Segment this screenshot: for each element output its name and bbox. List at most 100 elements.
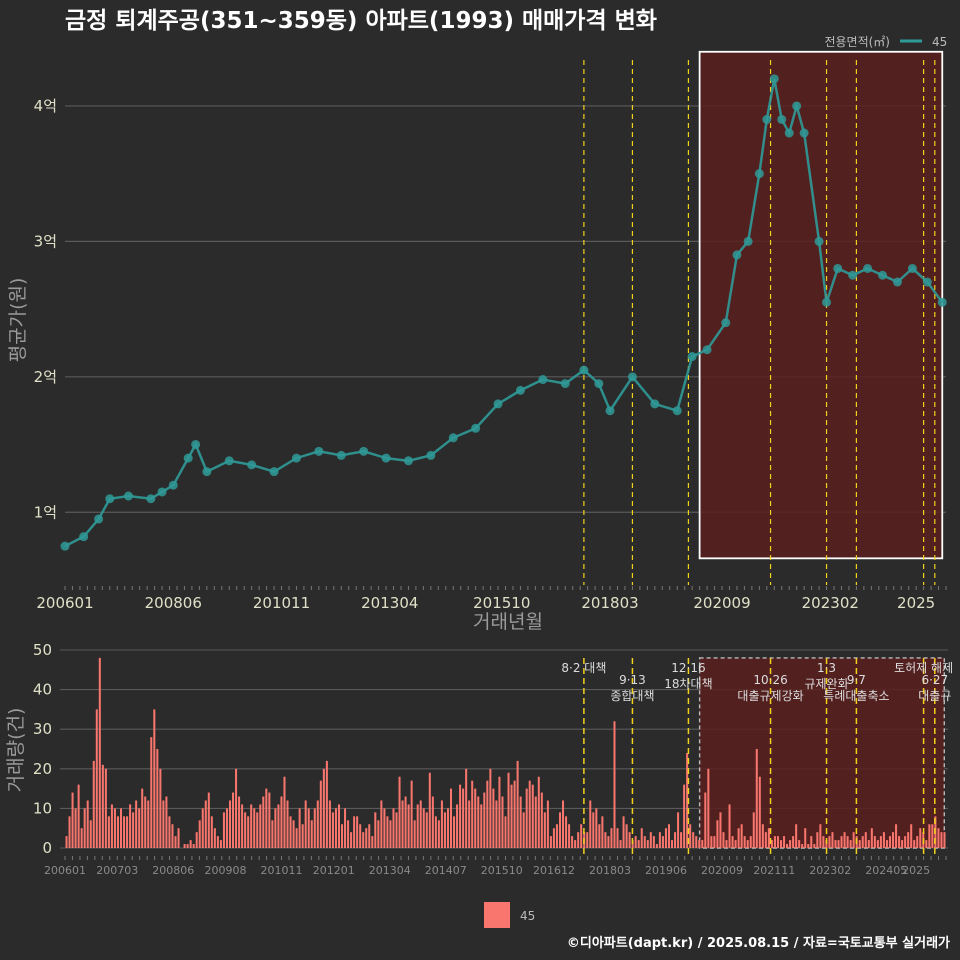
volume-bar: [147, 800, 150, 848]
volume-policy-annotation: 토허제 해제: [894, 661, 953, 675]
volume-bar: [274, 808, 277, 848]
volume-bar: [168, 816, 171, 848]
volume-bar: [525, 788, 528, 848]
price-x-tick: 2025: [897, 594, 935, 612]
volume-bar: [219, 840, 222, 848]
volume-bar: [304, 800, 307, 848]
volume-bar: [716, 820, 719, 848]
price-point: [754, 169, 764, 179]
volume-bar: [858, 840, 861, 848]
volume-bar: [313, 808, 316, 848]
volume-bar: [119, 808, 123, 848]
volume-policy-annotation: 규제완화: [804, 677, 848, 691]
volume-bar: [377, 820, 380, 848]
volume-bar: [837, 840, 840, 848]
volume-bar: [743, 836, 746, 848]
volume-bar: [410, 780, 413, 848]
volume-bar: [943, 832, 946, 848]
volume-bar: [483, 792, 486, 848]
volume-bar: [758, 776, 761, 848]
volume-bar: [259, 804, 262, 848]
price-point: [291, 453, 301, 463]
volume-bar: [940, 832, 943, 848]
volume-bar: [386, 816, 389, 848]
volume-bar: [371, 836, 374, 848]
volume-bar: [380, 800, 383, 848]
price-y-axis-title: 평균가(원): [7, 278, 29, 363]
price-point: [605, 406, 615, 416]
volume-bar: [522, 812, 525, 848]
price-point: [471, 423, 481, 433]
price-point: [336, 450, 346, 460]
volume-bar: [919, 828, 922, 848]
volume-bar: [749, 836, 752, 848]
volume-x-tick: 201011: [261, 864, 303, 877]
volume-bar: [646, 840, 649, 848]
volume-bar: [298, 808, 301, 848]
volume-bar: [486, 780, 489, 848]
volume-bar: [873, 836, 876, 848]
volume-y-tick: 40: [33, 681, 52, 699]
volume-bar: [519, 796, 522, 848]
volume-x-tick: 201906: [645, 864, 687, 877]
chart-title: 금정 퇴계주공(351~359동) 아파트(1993) 매매가격 변화: [65, 8, 657, 34]
price-x-tick: 200601: [36, 594, 93, 612]
volume-bar: [589, 800, 592, 848]
volume-bar: [198, 820, 201, 848]
volume-bar: [504, 816, 507, 848]
volume-policy-annotation: 9·7: [847, 673, 866, 687]
price-point: [426, 450, 436, 460]
volume-bar: [795, 824, 798, 848]
volume-bar: [89, 820, 92, 848]
volume-bar: [804, 828, 807, 848]
price-point: [123, 491, 133, 501]
volume-bar: [271, 820, 274, 848]
volume-bar: [689, 824, 692, 848]
volume-x-tick: 201304: [369, 864, 411, 877]
price-point: [769, 74, 779, 84]
volume-bar: [628, 832, 631, 848]
volume-bar: [680, 832, 683, 848]
volume-bar: [337, 804, 341, 848]
volume-bar: [107, 816, 110, 848]
volume-bar: [698, 840, 701, 848]
volume-bar: [471, 780, 474, 848]
volume-bar: [129, 804, 132, 848]
volume-bar: [740, 824, 743, 848]
price-point: [878, 270, 888, 280]
volume-bar: [456, 804, 459, 848]
price-point: [833, 263, 843, 273]
price-point: [792, 101, 802, 111]
volume-bar: [725, 840, 728, 848]
volume-bar: [928, 824, 931, 848]
price-point: [224, 456, 234, 466]
volume-bar: [238, 796, 241, 848]
volume-bar: [562, 800, 565, 848]
volume-bar: [322, 768, 325, 848]
volume-bar: [256, 812, 259, 848]
volume-policy-annotation: 18차대책: [664, 676, 712, 691]
price-point: [314, 446, 324, 456]
volume-bar: [879, 836, 882, 848]
price-point: [732, 250, 742, 260]
volume-bar: [334, 808, 337, 848]
volume-bar: [98, 657, 101, 848]
volume-bar: [416, 804, 419, 848]
volume-bar: [189, 840, 192, 848]
volume-bar: [728, 804, 731, 848]
volume-bar: [816, 832, 819, 848]
volume-y-tick: 20: [33, 760, 52, 778]
volume-bar: [631, 840, 634, 848]
volume-bar: [262, 796, 265, 848]
volume-bar: [425, 812, 428, 848]
volume-bar: [116, 816, 119, 848]
price-point: [515, 385, 525, 395]
credit-text: ©디아파트(dapt.kr) / 2025.08.15 / 자료=국토교통부 실…: [567, 935, 950, 951]
volume-bar: [401, 800, 404, 848]
volume-bar: [286, 800, 289, 848]
volume-bar: [344, 808, 347, 848]
volume-bar: [692, 832, 695, 848]
volume-bar: [195, 832, 198, 848]
price-x-tick: 200806: [145, 594, 202, 612]
volume-policy-annotation: 12·16: [671, 661, 705, 675]
